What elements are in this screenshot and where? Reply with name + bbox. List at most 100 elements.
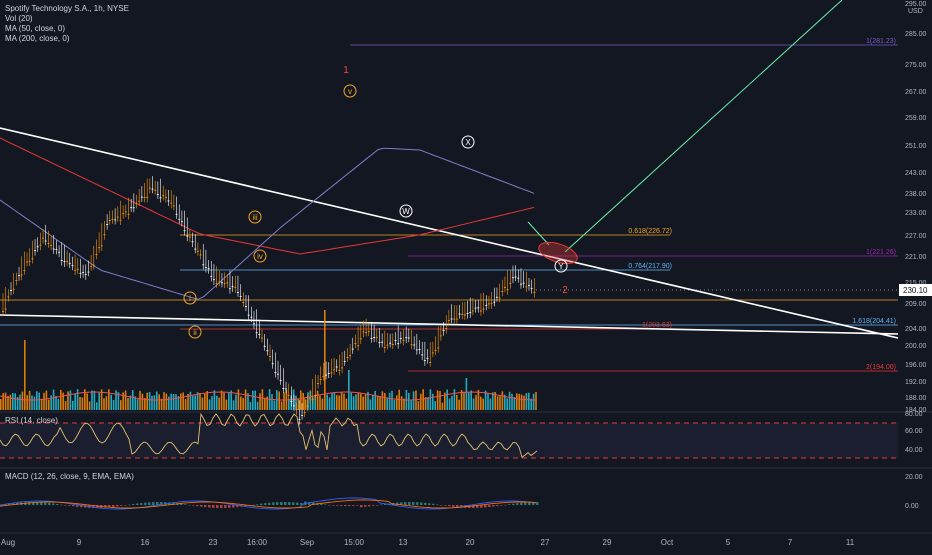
wave-label-circle[interactable] [183, 291, 197, 305]
volume-bar [309, 391, 312, 410]
candle-body [309, 398, 312, 399]
price-tick-label: 204.00 [905, 326, 927, 333]
volume-bar [12, 393, 14, 410]
candle-body [314, 394, 317, 396]
indicator-legend-ma50[interactable]: MA (50, close, 0) [5, 24, 66, 33]
price-tick-label: 221.00 [905, 254, 927, 261]
volume-bar [218, 397, 220, 410]
wave-label-circle[interactable] [248, 210, 262, 224]
rsi-tick-label: 60.00 [905, 428, 923, 435]
candle-body [437, 347, 440, 349]
volume-bar [52, 389, 55, 410]
volume-bar [144, 398, 146, 410]
candle-body [477, 307, 480, 309]
volume-bar [86, 393, 88, 410]
wave-label-circle[interactable] [253, 249, 267, 263]
target-zone-ellipse[interactable] [536, 238, 580, 267]
volume-bar [33, 396, 36, 410]
rsi-legend[interactable]: RSI (14, close) [5, 416, 58, 425]
wave-label-circle[interactable] [461, 135, 475, 149]
indicator-legend-volume[interactable]: Vol (20) [5, 14, 33, 23]
volume-bar [55, 395, 57, 410]
macd-histogram-bar [356, 505, 359, 506]
volume-bar [520, 394, 523, 410]
volume-bar [333, 392, 336, 410]
candle-body [196, 250, 199, 252]
macd-tick-label: 20.00 [905, 474, 923, 481]
wave-label-circle[interactable] [343, 84, 357, 98]
fib-level-label: 1.618(204.41) [852, 318, 896, 325]
volume-bar [506, 398, 508, 410]
macd-histogram-bar [128, 504, 131, 506]
candle-body [52, 248, 55, 250]
macd-histogram-bar [188, 504, 191, 506]
candle-body [511, 277, 514, 279]
candle-body [34, 250, 37, 252]
macd-histogram-bar [360, 505, 363, 508]
candle-body [7, 296, 10, 298]
macd-histogram-bar [396, 502, 399, 505]
volume-bar [256, 401, 259, 410]
volume-bar [504, 394, 506, 410]
candle-body [2, 311, 4, 312]
wave-label-circle[interactable] [554, 259, 568, 273]
price-tick-label: 233.00 [905, 210, 927, 217]
candle-body [405, 337, 408, 339]
candle-body [362, 331, 365, 333]
wave-label: iii [252, 213, 258, 222]
price-tick-label: 200.00 [905, 343, 927, 350]
candle-body [394, 340, 397, 341]
candle-body [36, 246, 39, 248]
volume-bar [139, 390, 141, 410]
trendline-upper[interactable] [0, 127, 899, 339]
wave-label-circle[interactable] [399, 204, 413, 218]
indicator-legend-ma200[interactable]: MA (200, close, 0) [5, 34, 70, 43]
volume-bar [451, 395, 453, 410]
candle-body [514, 276, 517, 278]
volume-bar [132, 390, 134, 410]
volume-bar [381, 391, 384, 410]
candle-body [194, 248, 197, 250]
volume-bar [444, 392, 446, 410]
macd-legend[interactable]: MACD (12, 26, close, 9, EMA, EMA) [5, 472, 134, 481]
volume-bar [141, 393, 144, 410]
volume-bar [372, 394, 374, 410]
macd-histogram-bar [40, 502, 43, 505]
macd-histogram-bar [292, 502, 295, 505]
candle-body [79, 272, 82, 274]
candle-body [220, 282, 223, 284]
volume-bar [182, 392, 184, 410]
current-price-tag[interactable] [899, 284, 932, 296]
volume-bar [74, 393, 76, 410]
volume-bar [81, 397, 84, 410]
volume-bar [422, 389, 424, 410]
volume-bar [244, 389, 247, 410]
candle-body [434, 350, 437, 351]
projection-line[interactable] [564, 0, 843, 253]
volume-bar [400, 396, 403, 410]
projection-line[interactable] [527, 221, 550, 246]
volume-bar [187, 393, 189, 410]
candle-body [399, 338, 402, 339]
volume-bar [184, 399, 187, 410]
macd-histogram-bar [28, 502, 31, 505]
chart-title: Spotify Technology S.A., 1h, NYSE [5, 4, 129, 13]
candle-body [127, 213, 130, 215]
candle-body [156, 194, 159, 195]
candle-body [319, 379, 322, 380]
wave-label-circle[interactable] [188, 325, 202, 339]
macd-histogram-bar [488, 505, 491, 508]
macd-histogram-bar [376, 505, 379, 506]
macd-histogram-bar [384, 503, 387, 505]
candle-body [146, 196, 149, 198]
candle-body [191, 241, 194, 243]
candle-body [20, 274, 23, 276]
candle-body [375, 336, 378, 338]
volume-bar [516, 393, 518, 410]
volume-bar [235, 394, 237, 410]
volume-bar [496, 396, 499, 410]
volume-bar [67, 391, 69, 410]
candle-body [42, 237, 45, 239]
